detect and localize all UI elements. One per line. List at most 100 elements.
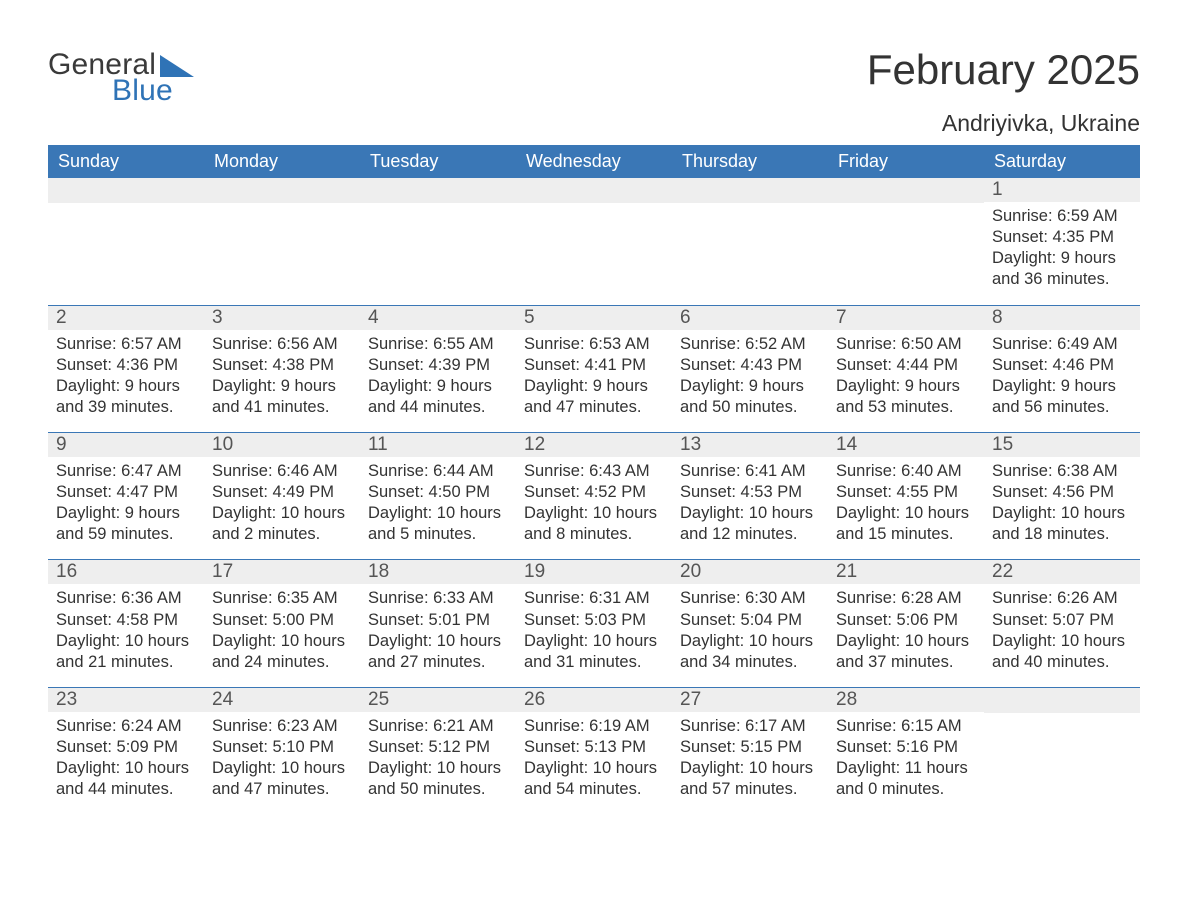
sunrise-line: Sunrise: 6:15 AM	[836, 716, 976, 737]
calendar-cell: 20Sunrise: 6:30 AMSunset: 5:04 PMDayligh…	[672, 560, 828, 684]
day-content: Sunrise: 6:44 AMSunset: 4:50 PMDaylight:…	[360, 457, 516, 545]
week-row: 16Sunrise: 6:36 AMSunset: 4:58 PMDayligh…	[48, 559, 1140, 684]
day-number-bar-empty	[828, 178, 984, 203]
sunrise-line: Sunrise: 6:43 AM	[524, 461, 664, 482]
day-number-bar: 20	[672, 560, 828, 584]
daylight-line: Daylight: 11 hours and 0 minutes.	[836, 758, 976, 800]
daylight-line: Daylight: 10 hours and 54 minutes.	[524, 758, 664, 800]
calendar-cell: 19Sunrise: 6:31 AMSunset: 5:03 PMDayligh…	[516, 560, 672, 684]
day-content: Sunrise: 6:40 AMSunset: 4:55 PMDaylight:…	[828, 457, 984, 545]
day-content: Sunrise: 6:57 AMSunset: 4:36 PMDaylight:…	[48, 330, 204, 418]
sunset-line: Sunset: 4:52 PM	[524, 482, 664, 503]
weekday-header-cell: Thursday	[672, 145, 828, 178]
day-content: Sunrise: 6:28 AMSunset: 5:06 PMDaylight:…	[828, 584, 984, 672]
daylight-line: Daylight: 10 hours and 37 minutes.	[836, 631, 976, 673]
sunset-line: Sunset: 4:47 PM	[56, 482, 196, 503]
day-content: Sunrise: 6:17 AMSunset: 5:15 PMDaylight:…	[672, 712, 828, 800]
sunrise-line: Sunrise: 6:36 AM	[56, 588, 196, 609]
day-number-bar-empty	[672, 178, 828, 203]
sunrise-line: Sunrise: 6:59 AM	[992, 206, 1132, 227]
sunset-line: Sunset: 5:07 PM	[992, 610, 1132, 631]
sunrise-line: Sunrise: 6:40 AM	[836, 461, 976, 482]
sunset-line: Sunset: 5:03 PM	[524, 610, 664, 631]
sunset-line: Sunset: 4:55 PM	[836, 482, 976, 503]
calendar-cell-empty	[672, 178, 828, 302]
sunset-line: Sunset: 4:46 PM	[992, 355, 1132, 376]
daylight-line: Daylight: 9 hours and 44 minutes.	[368, 376, 508, 418]
calendar-cell: 28Sunrise: 6:15 AMSunset: 5:16 PMDayligh…	[828, 688, 984, 812]
weekday-header-cell: Tuesday	[360, 145, 516, 178]
calendar-cell: 10Sunrise: 6:46 AMSunset: 4:49 PMDayligh…	[204, 433, 360, 557]
sunrise-line: Sunrise: 6:24 AM	[56, 716, 196, 737]
day-number-bar: 22	[984, 560, 1140, 584]
day-content: Sunrise: 6:23 AMSunset: 5:10 PMDaylight:…	[204, 712, 360, 800]
sunrise-line: Sunrise: 6:53 AM	[524, 334, 664, 355]
sunrise-line: Sunrise: 6:47 AM	[56, 461, 196, 482]
sunset-line: Sunset: 4:43 PM	[680, 355, 820, 376]
day-number-bar-empty	[516, 178, 672, 203]
sunrise-line: Sunrise: 6:50 AM	[836, 334, 976, 355]
day-content: Sunrise: 6:41 AMSunset: 4:53 PMDaylight:…	[672, 457, 828, 545]
sunset-line: Sunset: 4:39 PM	[368, 355, 508, 376]
month-title: February 2025	[867, 48, 1140, 92]
sunset-line: Sunset: 5:04 PM	[680, 610, 820, 631]
calendar-cell: 24Sunrise: 6:23 AMSunset: 5:10 PMDayligh…	[204, 688, 360, 812]
day-content: Sunrise: 6:36 AMSunset: 4:58 PMDaylight:…	[48, 584, 204, 672]
calendar-cell: 16Sunrise: 6:36 AMSunset: 4:58 PMDayligh…	[48, 560, 204, 684]
daylight-line: Daylight: 10 hours and 2 minutes.	[212, 503, 352, 545]
weekday-header-cell: Wednesday	[516, 145, 672, 178]
day-number-bar: 26	[516, 688, 672, 712]
day-number-bar: 4	[360, 306, 516, 330]
day-content: Sunrise: 6:26 AMSunset: 5:07 PMDaylight:…	[984, 584, 1140, 672]
day-content: Sunrise: 6:52 AMSunset: 4:43 PMDaylight:…	[672, 330, 828, 418]
daylight-line: Daylight: 10 hours and 44 minutes.	[56, 758, 196, 800]
day-content: Sunrise: 6:47 AMSunset: 4:47 PMDaylight:…	[48, 457, 204, 545]
calendar-cell-empty	[984, 688, 1140, 812]
calendar-cell: 22Sunrise: 6:26 AMSunset: 5:07 PMDayligh…	[984, 560, 1140, 684]
day-content: Sunrise: 6:33 AMSunset: 5:01 PMDaylight:…	[360, 584, 516, 672]
weekday-header-cell: Friday	[828, 145, 984, 178]
daylight-line: Daylight: 9 hours and 36 minutes.	[992, 248, 1132, 290]
calendar-cell: 15Sunrise: 6:38 AMSunset: 4:56 PMDayligh…	[984, 433, 1140, 557]
daylight-line: Daylight: 9 hours and 53 minutes.	[836, 376, 976, 418]
sunrise-line: Sunrise: 6:55 AM	[368, 334, 508, 355]
sunset-line: Sunset: 4:49 PM	[212, 482, 352, 503]
day-content: Sunrise: 6:53 AMSunset: 4:41 PMDaylight:…	[516, 330, 672, 418]
day-content: Sunrise: 6:43 AMSunset: 4:52 PMDaylight:…	[516, 457, 672, 545]
calendar-cell-empty	[516, 178, 672, 302]
calendar-cell: 1Sunrise: 6:59 AMSunset: 4:35 PMDaylight…	[984, 178, 1140, 302]
day-number-bar: 10	[204, 433, 360, 457]
calendar-cell-empty	[828, 178, 984, 302]
calendar-cell: 7Sunrise: 6:50 AMSunset: 4:44 PMDaylight…	[828, 306, 984, 430]
day-content: Sunrise: 6:21 AMSunset: 5:12 PMDaylight:…	[360, 712, 516, 800]
calendar-cell: 12Sunrise: 6:43 AMSunset: 4:52 PMDayligh…	[516, 433, 672, 557]
calendar-cell: 26Sunrise: 6:19 AMSunset: 5:13 PMDayligh…	[516, 688, 672, 812]
sunrise-line: Sunrise: 6:17 AM	[680, 716, 820, 737]
sunrise-line: Sunrise: 6:38 AM	[992, 461, 1132, 482]
calendar-cell: 9Sunrise: 6:47 AMSunset: 4:47 PMDaylight…	[48, 433, 204, 557]
sunset-line: Sunset: 5:12 PM	[368, 737, 508, 758]
daylight-line: Daylight: 10 hours and 40 minutes.	[992, 631, 1132, 673]
day-content: Sunrise: 6:56 AMSunset: 4:38 PMDaylight:…	[204, 330, 360, 418]
calendar-cell: 18Sunrise: 6:33 AMSunset: 5:01 PMDayligh…	[360, 560, 516, 684]
sunrise-line: Sunrise: 6:26 AM	[992, 588, 1132, 609]
day-number-bar: 23	[48, 688, 204, 712]
sunrise-line: Sunrise: 6:23 AM	[212, 716, 352, 737]
daylight-line: Daylight: 9 hours and 56 minutes.	[992, 376, 1132, 418]
daylight-line: Daylight: 9 hours and 47 minutes.	[524, 376, 664, 418]
day-number-bar: 17	[204, 560, 360, 584]
calendar-cell: 21Sunrise: 6:28 AMSunset: 5:06 PMDayligh…	[828, 560, 984, 684]
weekday-header-cell: Saturday	[984, 145, 1140, 178]
daylight-line: Daylight: 10 hours and 5 minutes.	[368, 503, 508, 545]
calendar-cell: 23Sunrise: 6:24 AMSunset: 5:09 PMDayligh…	[48, 688, 204, 812]
day-number-bar: 16	[48, 560, 204, 584]
day-number-bar: 1	[984, 178, 1140, 202]
daylight-line: Daylight: 10 hours and 12 minutes.	[680, 503, 820, 545]
day-number-bar: 14	[828, 433, 984, 457]
calendar-cell: 14Sunrise: 6:40 AMSunset: 4:55 PMDayligh…	[828, 433, 984, 557]
sunset-line: Sunset: 4:44 PM	[836, 355, 976, 376]
daylight-line: Daylight: 10 hours and 31 minutes.	[524, 631, 664, 673]
sunrise-line: Sunrise: 6:33 AM	[368, 588, 508, 609]
sunset-line: Sunset: 5:00 PM	[212, 610, 352, 631]
daylight-line: Daylight: 10 hours and 57 minutes.	[680, 758, 820, 800]
